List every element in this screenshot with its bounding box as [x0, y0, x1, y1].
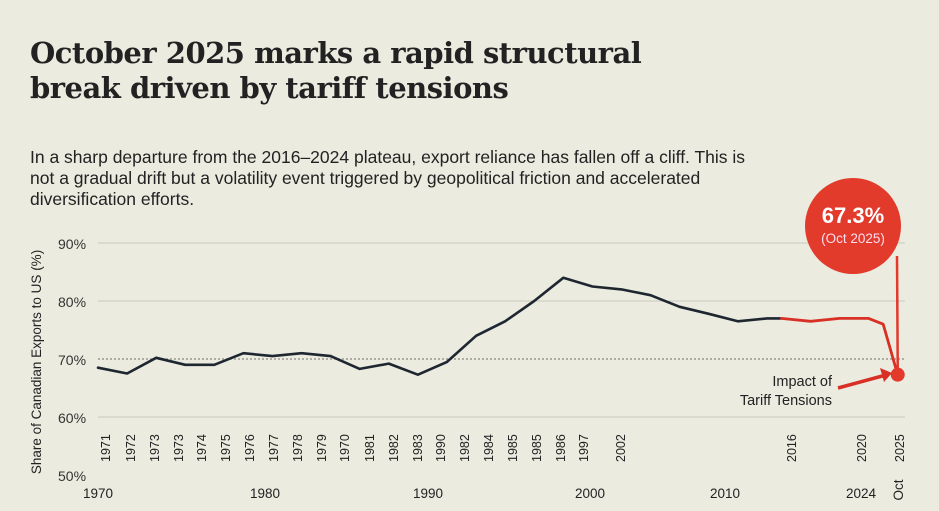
x-minor-label: 1981	[363, 434, 377, 462]
x-major-label: 2000	[575, 486, 605, 501]
series-line	[780, 316, 900, 377]
y-tick-label: 90%	[58, 236, 86, 252]
x-major-label: 1990	[413, 486, 443, 501]
y-tick-label: 80%	[58, 294, 86, 310]
y-tick-label: 60%	[58, 410, 86, 426]
y-tick-label: 50%	[58, 468, 86, 484]
x-minor-label: 1985	[506, 434, 520, 462]
x-major-label: 2024	[846, 486, 877, 501]
y-tick-label: 70%	[58, 352, 86, 368]
callout-bubble	[805, 178, 901, 274]
x-minor-label: 1979	[315, 434, 329, 462]
x-minor-label: 1982	[387, 434, 401, 462]
annotation-arrow-shaft	[837, 373, 887, 390]
x-major-label: Oct	[891, 479, 906, 500]
callout-connector	[895, 255, 899, 369]
x-minor-label: 1986	[554, 434, 568, 462]
annotation-text: Impact of	[772, 374, 833, 390]
x-minor-label: 2025	[893, 434, 907, 462]
x-minor-label: 1970	[338, 434, 352, 462]
x-minor-label: 2020	[855, 434, 869, 462]
chart-title: October 2025 marks a rapid structural br…	[30, 36, 642, 105]
x-minor-label: 1977	[267, 434, 281, 462]
x-major-label: 1980	[250, 486, 280, 501]
end-point-marker	[890, 367, 905, 382]
callout-value: 67.3%	[822, 203, 884, 228]
x-minor-label: 1974	[195, 434, 209, 462]
x-minor-label: 1973	[172, 434, 186, 462]
x-minor-label: 1984	[482, 434, 496, 462]
series-line	[96, 276, 783, 377]
x-minor-label: 2002	[614, 434, 628, 462]
annotation-arrowhead	[880, 368, 892, 382]
x-minor-label: 1982	[458, 434, 472, 462]
x-minor-label: 1983	[411, 434, 425, 462]
x-minor-label: 1985	[530, 434, 544, 462]
x-minor-label: 1972	[124, 434, 138, 462]
x-minor-label: 1976	[243, 434, 257, 462]
x-minor-label: 1973	[148, 434, 162, 462]
x-major-label: 1970	[83, 486, 113, 501]
x-major-label: 2010	[710, 486, 740, 501]
y-axis-label: Share of Canadian Exports to US (%)	[29, 250, 44, 474]
chart-subtitle: In a sharp departure from the 2016–2024 …	[30, 147, 746, 209]
x-minor-label: 1990	[434, 434, 448, 462]
x-minor-label: 1997	[577, 434, 591, 462]
x-minor-label: 2016	[785, 434, 799, 462]
x-minor-label: 1975	[219, 434, 233, 462]
annotation-text: Tariff Tensions	[740, 393, 832, 409]
x-minor-label: 1971	[99, 434, 113, 462]
x-minor-label: 1978	[291, 434, 305, 462]
callout-label: (Oct 2025)	[821, 231, 885, 246]
